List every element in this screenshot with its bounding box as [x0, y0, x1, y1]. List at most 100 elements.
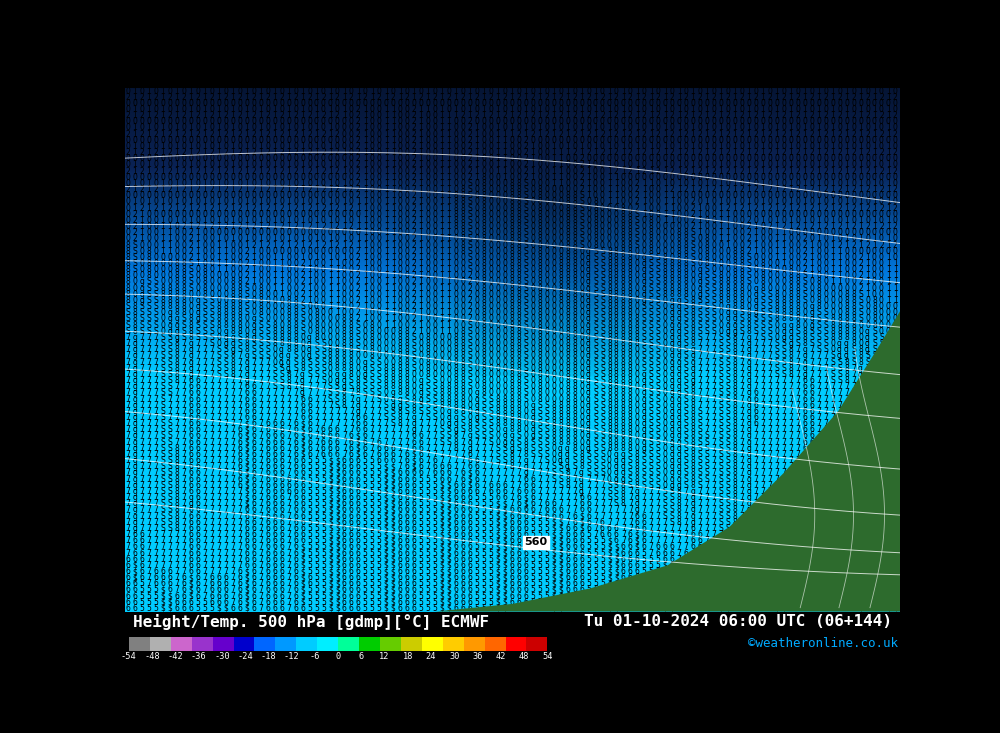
Text: $: $ [858, 438, 863, 446]
Text: 8: 8 [670, 265, 675, 274]
Text: 2: 2 [642, 130, 647, 139]
Text: 1: 1 [258, 123, 263, 133]
Text: 8: 8 [126, 253, 130, 262]
Text: 0: 0 [753, 191, 758, 200]
Text: 6: 6 [753, 573, 758, 582]
Text: $: $ [858, 579, 863, 589]
Text: 1: 1 [579, 92, 584, 102]
Text: 7: 7 [788, 524, 793, 533]
Text: S: S [391, 419, 396, 428]
Text: 7: 7 [732, 567, 737, 576]
Text: 0: 0 [447, 370, 451, 379]
Text: 8: 8 [558, 290, 563, 299]
Text: 6: 6 [188, 530, 193, 539]
Text: g: g [670, 419, 675, 428]
Text: 1: 1 [558, 148, 563, 157]
Text: 0: 0 [300, 228, 305, 237]
Text: 0: 0 [495, 222, 500, 231]
Text: 6: 6 [614, 537, 619, 545]
Text: S: S [384, 401, 389, 410]
Text: 6: 6 [523, 592, 528, 600]
Text: 1: 1 [384, 117, 389, 126]
Text: 7: 7 [147, 432, 151, 441]
Text: 7: 7 [481, 481, 486, 490]
Text: S: S [488, 425, 493, 435]
Text: 8: 8 [502, 407, 507, 416]
Text: 6: 6 [565, 604, 570, 613]
Text: 6: 6 [865, 542, 870, 551]
Text: 1: 1 [816, 123, 821, 133]
Text: S: S [161, 401, 165, 410]
Text: 0: 0 [209, 271, 214, 280]
Text: 0: 0 [488, 142, 493, 151]
Text: 0: 0 [579, 407, 584, 416]
Text: 6: 6 [168, 586, 172, 594]
Text: 7: 7 [865, 382, 870, 391]
Text: $: $ [328, 567, 333, 576]
Text: 6: 6 [209, 592, 214, 600]
Text: 0: 0 [551, 370, 556, 379]
Text: 1: 1 [175, 130, 179, 139]
Text: 0: 0 [851, 228, 856, 237]
Text: 0: 0 [126, 228, 131, 237]
Text: 6: 6 [279, 604, 284, 613]
Text: 7: 7 [230, 481, 235, 490]
Text: 0: 0 [300, 173, 305, 182]
Text: g: g [586, 413, 591, 422]
Text: 0: 0 [377, 259, 382, 268]
Text: 6: 6 [188, 548, 193, 558]
Text: 1: 1 [440, 296, 444, 305]
Text: 8: 8 [621, 302, 626, 311]
Text: 7: 7 [237, 487, 242, 496]
Text: 8: 8 [565, 216, 570, 225]
Text: 6: 6 [586, 506, 591, 515]
Text: 0: 0 [865, 302, 870, 311]
Text: 6: 6 [237, 586, 242, 594]
Text: 8: 8 [572, 216, 577, 225]
Text: 5: 5 [544, 573, 549, 582]
Text: 2: 2 [154, 130, 158, 139]
Text: 0: 0 [670, 142, 675, 151]
Text: 5: 5 [377, 506, 382, 515]
Text: 0: 0 [140, 197, 144, 207]
Text: 6: 6 [460, 586, 465, 594]
Text: 6: 6 [349, 548, 354, 558]
Text: 6: 6 [363, 438, 368, 446]
Text: $: $ [223, 604, 228, 613]
Text: g: g [133, 401, 138, 410]
Text: 8: 8 [691, 320, 695, 330]
Text: g: g [677, 450, 682, 459]
Text: g: g [133, 512, 138, 520]
Text: 7: 7 [181, 530, 186, 539]
Text: 5: 5 [363, 561, 368, 570]
Text: 0: 0 [684, 99, 689, 108]
Text: 1: 1 [447, 284, 451, 292]
Text: 1: 1 [202, 92, 207, 102]
Text: $: $ [607, 573, 612, 582]
Text: 0: 0 [865, 191, 870, 200]
Text: 8: 8 [551, 432, 556, 441]
Text: 7: 7 [433, 419, 437, 428]
Text: 0: 0 [753, 155, 758, 163]
Text: 2: 2 [265, 240, 270, 249]
Text: 8: 8 [670, 284, 675, 292]
Text: 2: 2 [356, 161, 361, 169]
Text: $: $ [893, 499, 898, 508]
Text: 1: 1 [872, 204, 877, 213]
Text: 1: 1 [258, 204, 263, 213]
Text: 8: 8 [691, 333, 695, 342]
Text: 1: 1 [447, 155, 451, 163]
Text: 0: 0 [251, 117, 256, 126]
Text: 0: 0 [495, 204, 500, 213]
Text: 8: 8 [572, 210, 577, 218]
Text: 8: 8 [677, 271, 682, 280]
Text: 0: 0 [349, 290, 354, 299]
Text: 1: 1 [300, 111, 305, 120]
Text: S: S [726, 333, 730, 342]
Text: 0: 0 [453, 302, 458, 311]
Text: 7: 7 [600, 506, 605, 515]
Text: 8: 8 [607, 339, 612, 348]
Text: 5: 5 [537, 604, 542, 613]
Text: 0: 0 [154, 173, 158, 182]
Text: 0: 0 [405, 105, 410, 114]
